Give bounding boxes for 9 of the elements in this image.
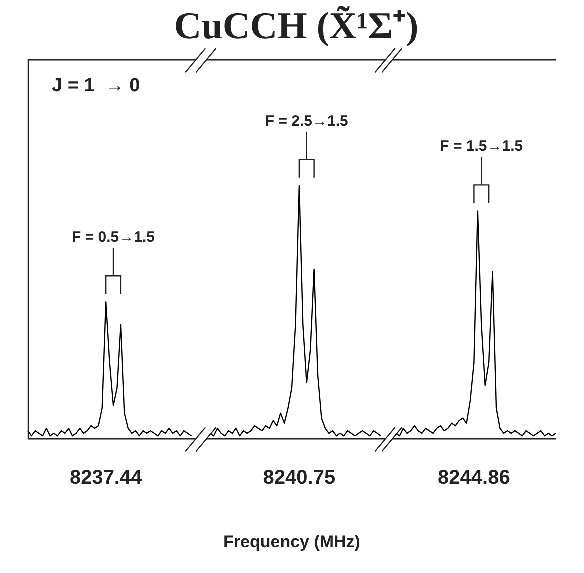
chart-title: CuCCH (X̃¹Σ⁺) (174, 6, 419, 48)
annotation: F = 0.5→1.5 (72, 229, 156, 246)
text: F = 2.5→1.5 (265, 112, 348, 130)
text: F = 1.5→1.5 (440, 138, 524, 156)
x-tick-label: 8244.86 (438, 467, 510, 490)
x-tick-label: 8237.44 (70, 467, 144, 490)
x-tick-label: 8240.75 (263, 467, 336, 490)
x-axis-title: Frequency (MHz) (224, 532, 360, 552)
text: J = 1 → 0 (52, 76, 140, 97)
